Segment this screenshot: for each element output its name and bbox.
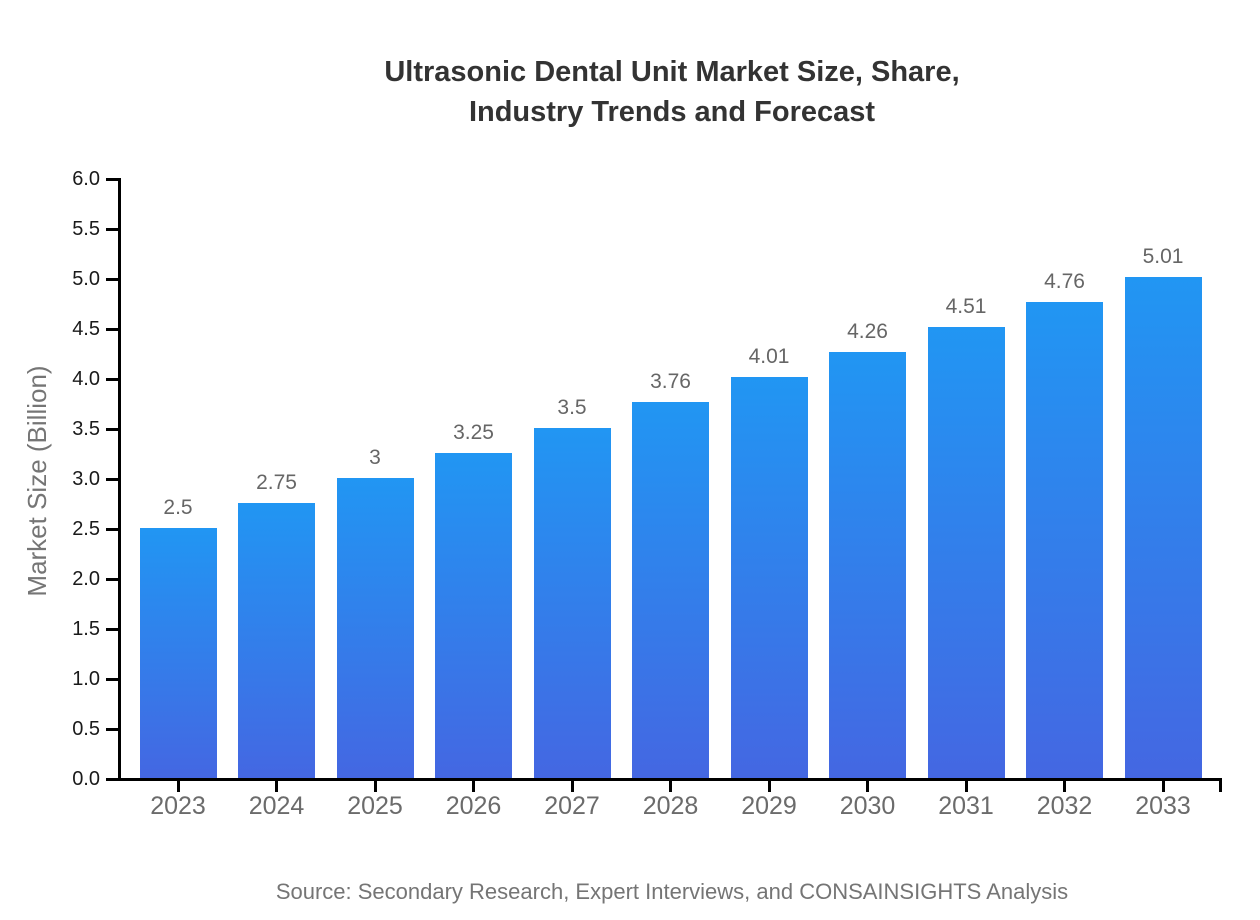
bar: [632, 402, 709, 778]
bar: [829, 352, 906, 778]
x-tick: [964, 781, 968, 792]
x-axis-line: [118, 778, 1222, 781]
bar: [730, 377, 808, 778]
bar: [238, 503, 315, 778]
x-category-label: 2027: [544, 792, 600, 820]
x-axis-end-tick: [1219, 781, 1222, 792]
x-category-label: 2026: [445, 792, 502, 820]
bar: [1026, 302, 1103, 778]
y-tick-label: 5.0: [72, 268, 100, 290]
bar: [1124, 277, 1202, 778]
chart-title: Ultrasonic Dental Unit Market Size, Shar…: [120, 52, 1224, 132]
y-axis-line: [118, 178, 121, 781]
bar: [336, 478, 414, 778]
x-category-label: 2028: [642, 792, 699, 820]
chart-title-line2: Industry Trends and Forecast: [468, 96, 876, 128]
bar: [139, 528, 217, 778]
y-tick-label: 1.0: [72, 668, 100, 690]
x-tick: [866, 781, 869, 792]
x-tick: [373, 781, 377, 792]
x-tick: [570, 781, 574, 792]
bar: [927, 327, 1005, 778]
y-tick-label: 4.5: [72, 318, 100, 340]
x-tick: [472, 781, 475, 792]
y-tick-label: 0.0: [72, 768, 100, 790]
bar: [435, 453, 512, 778]
source-note: Source: Secondary Research, Expert Inter…: [275, 879, 1069, 904]
bar-value-label: 3.76: [650, 370, 691, 393]
x-category-label: 2030: [839, 792, 896, 820]
bar-value-label: 3: [369, 446, 381, 469]
y-tick-label: 3.5: [72, 418, 100, 440]
y-tick-label: 1.5: [72, 618, 100, 640]
bar-value-label: 3.5: [557, 396, 587, 419]
bar-value-label: 4.01: [748, 345, 790, 368]
y-tick-label: 3.0: [72, 468, 100, 490]
x-tick: [669, 781, 672, 792]
y-tick: [106, 728, 118, 731]
x-category-label: 2033: [1135, 792, 1191, 820]
y-tick: [106, 278, 118, 281]
x-category-label: 2032: [1036, 792, 1093, 820]
bar-value-label: 4.76: [1044, 270, 1085, 293]
y-tick-label: 2.5: [72, 518, 100, 540]
x-category-label: 2025: [347, 792, 403, 820]
bar-value-label: 5.01: [1142, 245, 1184, 268]
x-tick: [767, 781, 771, 792]
x-tick: [1063, 781, 1066, 792]
x-tick: [1161, 781, 1165, 792]
y-tick-label: 4.0: [72, 368, 100, 390]
y-tick-label: 2.0: [72, 568, 100, 590]
bar-value-label: 4.26: [847, 320, 888, 343]
bar-value-label: 4.51: [945, 295, 987, 318]
y-tick: [106, 378, 118, 381]
y-tick-label: 0.5: [72, 718, 100, 740]
y-tick: [106, 328, 118, 331]
y-tick: [106, 778, 118, 781]
bar-value-label: 3.25: [453, 421, 494, 444]
y-tick: [106, 628, 118, 631]
bar-value-label: 2.5: [163, 496, 193, 519]
bar-value-label: 2.75: [256, 471, 297, 494]
x-category-label: 2023: [150, 792, 206, 820]
y-tick: [106, 478, 118, 481]
x-tick: [176, 781, 180, 792]
x-category-label: 2029: [741, 792, 797, 820]
x-category-label: 2031: [938, 792, 994, 820]
y-tick: [106, 528, 118, 531]
x-category-label: 2024: [248, 792, 305, 820]
y-tick: [106, 428, 118, 431]
chart-title-line1: Ultrasonic Dental Unit Market Size, Shar…: [384, 56, 960, 88]
x-tick: [275, 781, 278, 792]
y-tick: [106, 228, 118, 231]
y-tick: [106, 178, 118, 181]
y-tick: [106, 578, 118, 581]
y-tick: [106, 678, 118, 681]
y-tick-label: 5.5: [72, 218, 100, 240]
bar: [533, 428, 611, 778]
y-tick-label: 6.0: [72, 168, 100, 190]
